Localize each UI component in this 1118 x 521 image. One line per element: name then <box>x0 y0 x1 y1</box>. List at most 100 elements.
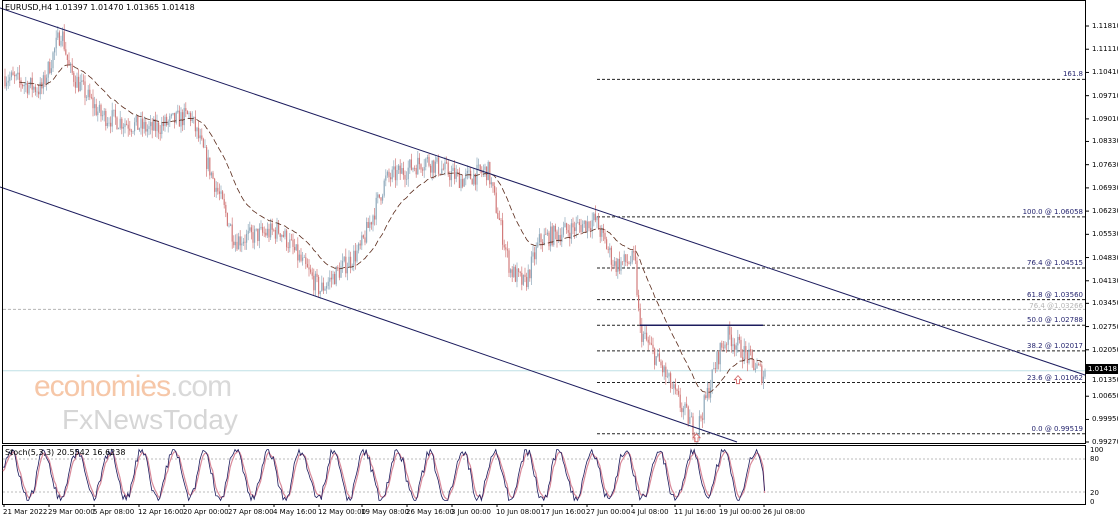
candle-body <box>334 274 336 285</box>
candle-body <box>426 157 428 160</box>
candle-body <box>367 221 369 228</box>
candle-body <box>756 364 758 369</box>
candle-body <box>158 122 160 133</box>
channel-lower-line[interactable] <box>0 186 738 443</box>
candle-body <box>719 343 721 365</box>
candle-body <box>138 128 140 130</box>
candle-body <box>647 339 649 343</box>
candle-body <box>121 118 123 129</box>
candle-body <box>742 357 744 362</box>
candle-body <box>332 274 334 280</box>
candle-body <box>233 241 235 246</box>
candle-body <box>33 86 35 90</box>
candle-body <box>406 179 408 180</box>
candle-body <box>206 147 208 169</box>
candle-body <box>601 227 603 237</box>
candle-body <box>558 235 560 241</box>
candle-body <box>12 72 14 76</box>
candle-body <box>298 254 300 261</box>
candle-body <box>534 252 536 260</box>
fib-level-label: 161.8 <box>1062 70 1083 79</box>
candle-body <box>705 395 707 399</box>
x-tick-label: 19 Jul 00:00 <box>719 508 761 516</box>
candle-body <box>502 220 504 245</box>
candle-body <box>532 252 534 257</box>
candle-body <box>511 269 513 277</box>
candle-body <box>428 157 430 166</box>
candle-body <box>394 166 396 181</box>
candle-body <box>710 387 712 398</box>
fibonacci-retracement[interactable] <box>3 78 1085 435</box>
candle-body <box>490 182 492 185</box>
candle-body <box>588 221 590 229</box>
x-tick-label: 12 Apr 16:00 <box>138 508 184 516</box>
candle-body <box>268 228 270 238</box>
candle-body <box>471 179 473 185</box>
y-tick-label: 1.04130 <box>1092 276 1118 285</box>
candle-body <box>246 233 248 243</box>
candle-body <box>225 204 227 214</box>
candle-body <box>126 123 128 125</box>
candle-body <box>575 222 577 232</box>
candle-body <box>127 124 129 129</box>
candle-body <box>425 159 427 167</box>
candle-body <box>734 344 736 350</box>
candle-body <box>655 356 657 365</box>
candle-body <box>34 86 36 93</box>
candle-body <box>714 368 716 370</box>
candle-body <box>50 68 52 74</box>
candle-body <box>327 281 329 286</box>
candle-body <box>122 126 124 129</box>
candle-body <box>159 132 161 135</box>
candle-body <box>422 169 424 171</box>
candle-body <box>231 224 233 242</box>
candle-body <box>266 228 268 236</box>
candle-body <box>30 77 32 86</box>
candle-body <box>454 167 456 179</box>
candle-body <box>98 104 100 112</box>
candle-body <box>412 167 414 170</box>
candle-body <box>708 387 710 398</box>
candle-body <box>242 241 244 244</box>
candle-body <box>146 129 148 132</box>
candle-body <box>446 162 448 163</box>
candle-body <box>295 244 297 251</box>
candle-body <box>628 262 630 264</box>
candle-body <box>716 352 718 370</box>
candle-body <box>22 84 24 87</box>
x-tick-label: 12 May 00:00 <box>318 508 367 516</box>
candle-body <box>337 266 339 269</box>
channel-upper-line[interactable] <box>0 7 1086 376</box>
candle-body <box>729 326 731 335</box>
candle-body <box>287 247 289 249</box>
candle-body <box>282 234 284 237</box>
candle-body <box>686 403 688 407</box>
candle-body <box>42 75 44 89</box>
candle-body <box>28 85 30 94</box>
candle-body <box>441 168 443 174</box>
candle-body <box>178 110 180 127</box>
candle-body <box>134 122 136 132</box>
candle-body <box>318 276 320 295</box>
candle-body <box>100 104 102 117</box>
x-tick-label: 4 Jul 08:00 <box>631 508 669 516</box>
candle-body <box>132 131 134 132</box>
candle-body <box>218 191 220 194</box>
candle-body <box>737 336 739 346</box>
candle-body <box>303 257 305 258</box>
candle-body <box>439 173 441 175</box>
candle-body <box>364 237 366 243</box>
candle-body <box>386 171 388 176</box>
candle-body <box>79 82 81 92</box>
candle-body <box>566 223 568 230</box>
candle-body <box>537 242 539 247</box>
candle-body <box>194 116 196 132</box>
candle-body <box>746 352 748 364</box>
candle-body <box>244 241 246 243</box>
candle-body <box>593 213 595 221</box>
candle-body <box>478 164 480 166</box>
candle-body <box>105 110 107 127</box>
candle-body <box>116 117 118 130</box>
fib-level-label: 0.0 @ 0.99519 <box>1031 424 1083 433</box>
